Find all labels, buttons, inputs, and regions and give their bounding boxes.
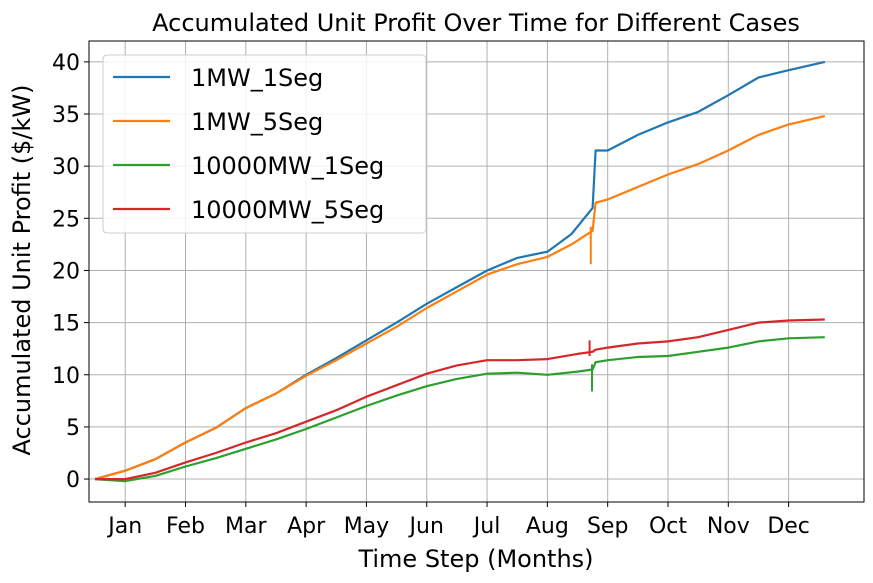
y-axis-ticks: 0 5 10 15 20 25 30 35 40 [52,51,89,493]
x-tick-label: Jul [472,514,501,539]
x-tick-label: Jun [408,514,444,539]
series-line-1MW_5Seg [94,115,826,481]
legend-box [102,54,427,234]
y-tick-label: 5 [66,416,80,441]
chart-title: Accumulated Unit Profit Over Time for Di… [152,9,800,37]
y-tick-label: 35 [52,103,80,128]
y-tick-label: 40 [52,51,80,76]
legend: 1MW_1Seg 1MW_5Seg 10000MW_1Seg 10000MW_5Seg [102,54,427,234]
x-tick-label: Apr [287,514,326,539]
y-tick-label: 25 [52,207,80,232]
x-axis-ticks: Jan Feb Mar Apr May Jun Jul Aug Sep Oct Nov Dec [106,502,810,539]
x-tick-label: Mar [225,514,267,539]
series-line-10000MW_5Seg [95,318,825,481]
plot-frame [88,40,865,503]
y-tick-label: 10 [52,364,80,389]
x-tick-label: May [344,514,389,539]
y-axis-label: Accumulated Unit Profit ($/kW) [8,84,36,455]
x-axis-label: Time Step (Months) [357,545,593,573]
y-tick-label: 15 [52,312,80,337]
legend-label: 10000MW_1Seg [191,152,384,180]
x-tick-label: Aug [526,514,569,539]
legend-label: 10000MW_5Seg [191,196,384,224]
legend-label: 1MW_1Seg [191,64,323,92]
y-tick-label: 20 [52,259,80,284]
x-tick-label: Dec [767,514,810,539]
x-tick-label: Sep [587,514,628,539]
x-tick-label: Jan [106,514,142,539]
series-lines [94,60,826,483]
x-tick-label: Oct [649,514,687,539]
x-tick-label: Nov [707,514,750,539]
y-tick-label: 0 [66,468,80,493]
y-tick-label: 30 [52,155,80,180]
x-tick-label: Feb [166,514,205,539]
legend-label: 1MW_5Seg [191,108,323,136]
series-line-10000MW_1Seg [94,336,825,483]
